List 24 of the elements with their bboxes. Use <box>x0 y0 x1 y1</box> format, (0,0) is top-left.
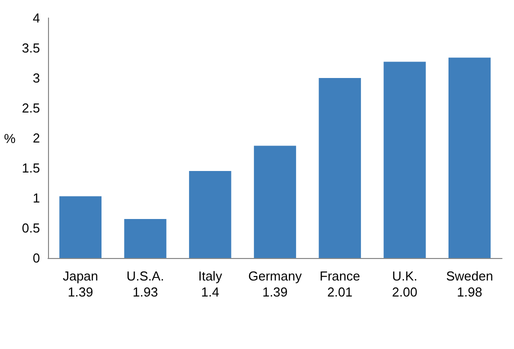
x-tick-label: Italy 1.4 <box>198 268 223 300</box>
x-tick-label: Japan 1.39 <box>62 268 98 300</box>
y-tick-label: 4 <box>32 10 40 26</box>
x-tick-label: U.K. 2.00 <box>392 268 418 300</box>
bar <box>189 171 232 258</box>
y-tick-label: 2.5 <box>22 100 40 116</box>
y-tick-label: 2 <box>32 130 40 146</box>
bar <box>384 62 426 258</box>
y-tick-label: 1 <box>32 190 40 206</box>
bar <box>254 146 296 258</box>
y-tick-label: 0 <box>32 250 40 266</box>
y-tick-label: 1.5 <box>22 160 40 176</box>
y-tick-label: 3.5 <box>22 40 40 56</box>
bar <box>318 78 361 258</box>
bar <box>448 58 491 258</box>
bar <box>124 219 166 258</box>
x-tick-label: Sweden 1.98 <box>446 268 494 300</box>
bar <box>59 196 102 258</box>
x-tick-label: Germany 1.39 <box>248 268 302 300</box>
x-tick-label: U.S.A. 1.93 <box>126 268 164 300</box>
y-axis-title: % <box>4 131 16 146</box>
x-tick-label: France 2.01 <box>320 268 360 300</box>
y-tick-label: 3 <box>32 70 40 86</box>
y-tick-label: 0.5 <box>22 220 40 236</box>
